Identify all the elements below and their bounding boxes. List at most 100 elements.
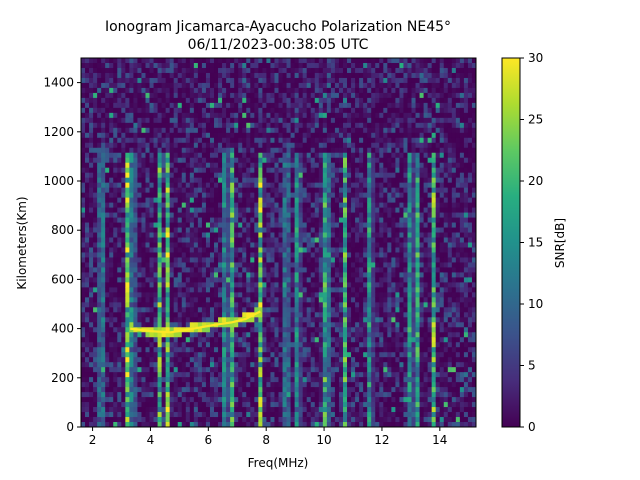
heatmap-cell [157,377,163,383]
heatmap-cell [282,217,287,223]
heatmap-cell [342,422,348,427]
heatmap-cell [149,122,154,129]
heatmap-cell [226,122,231,129]
heatmap-cell [246,102,251,109]
heatmap-cell [290,407,296,413]
heatmap-cell [322,107,328,114]
heatmap-cell [314,297,320,303]
heatmap-cell [254,157,259,164]
heatmap-cell [137,247,142,253]
heatmap-cell [306,222,312,228]
heatmap-cell [258,417,263,423]
heatmap-cell [85,177,90,184]
heatmap-cell [177,242,183,248]
heatmap-cell [278,97,283,104]
heatmap-cell [129,102,134,109]
heatmap-cell [117,227,122,233]
heatmap-cell [338,372,344,378]
heatmap-cell [129,152,134,159]
heatmap-cell [286,92,291,99]
heatmap-cell [258,127,263,134]
heatmap-cell [145,232,150,238]
heatmap-cell [209,377,215,383]
heatmap-cell [149,112,154,119]
heatmap-cell [330,167,336,174]
heatmap-cell [93,327,98,333]
heatmap-cell [282,92,287,99]
heatmap-cell [109,192,114,199]
heatmap-cell [205,422,211,427]
heatmap-cell [173,117,179,124]
heatmap-cell [129,122,134,129]
heatmap-cell [113,337,118,343]
heatmap-cell [165,317,171,323]
heatmap-cell [351,157,356,164]
heatmap-cell [314,267,320,273]
heatmap-cell [222,302,227,308]
heatmap-cell [347,417,352,423]
heatmap-cell [314,402,320,408]
heatmap-cell [254,192,259,199]
heatmap-cell [157,332,163,338]
heatmap-cell [226,272,231,278]
heatmap-cell [177,282,183,288]
heatmap-cell [189,58,195,64]
heatmap-cell [197,397,203,403]
heatmap-cell [105,147,110,154]
heatmap-cell [302,132,308,139]
heatmap-cell [290,392,296,398]
heatmap-cell [157,72,163,79]
heatmap-cell [254,342,259,348]
heatmap-cell [230,387,235,393]
heatmap-cell [310,302,316,308]
heatmap-cell [109,337,114,343]
heatmap-cell [258,322,263,328]
heatmap-cell [205,152,211,159]
heatmap-cell [266,297,271,303]
heatmap-cell [254,87,259,94]
heatmap-cell [314,307,320,313]
heatmap-cell [157,197,163,204]
heatmap-cell [105,252,110,258]
heatmap-cell [270,72,275,79]
heatmap-cell [262,197,267,204]
heatmap-cell [149,137,154,144]
heatmap-cell [314,102,320,109]
heatmap-cell [266,372,271,378]
heatmap-cell [222,112,227,119]
heatmap-cell [310,372,316,378]
heatmap-cell [169,152,175,159]
heatmap-cell [334,337,340,343]
heatmap-cell [330,92,336,99]
heatmap-cell [302,227,308,233]
heatmap-cell [173,257,179,263]
heatmap-cell [109,222,114,228]
heatmap-cell [189,377,195,383]
heatmap-cell [238,212,243,218]
heatmap-cell [262,307,267,313]
heatmap-cell [266,312,271,318]
heatmap-cell [193,142,199,149]
heatmap-cell [149,277,154,283]
heatmap-cell [165,367,171,373]
heatmap-cell [286,392,291,398]
heatmap-cell [169,262,175,268]
heatmap-cell [230,167,235,174]
heatmap-cell [274,267,279,273]
heatmap-cell [347,137,352,144]
heatmap-cell [310,182,316,189]
heatmap-cell [338,112,344,119]
heatmap-cell [242,132,247,139]
heatmap-cell [185,58,191,64]
heatmap-cell [181,357,187,363]
heatmap-cell [338,392,344,398]
heatmap-cell [238,307,243,313]
heatmap-cell [165,162,171,169]
heatmap-cell [149,117,154,124]
heatmap-cell [145,222,150,228]
heatmap-cell [318,177,324,184]
heatmap-cell [113,82,118,89]
heatmap-cell [89,302,94,308]
heatmap-cell [117,317,122,323]
heatmap-cell [181,202,187,208]
